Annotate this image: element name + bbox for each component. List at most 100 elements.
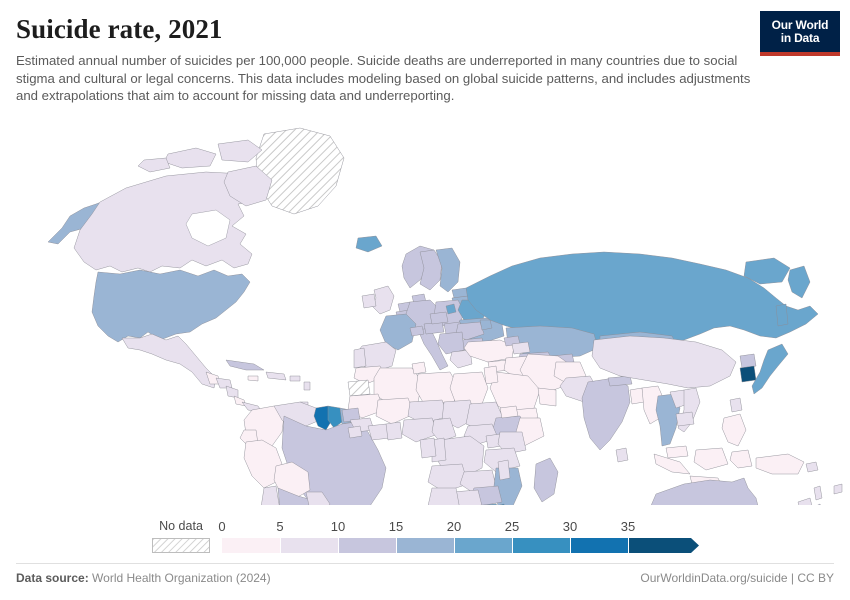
region-kamchatka[interactable] [787,265,811,299]
legend-tick-label: 35 [620,519,636,534]
region-switzerland[interactable] [409,325,425,337]
legend-segment[interactable] [338,538,396,553]
map-legend: No data 0 5 10 15 20 25 30 35 [0,508,850,556]
region-jamaica[interactable] [247,375,259,382]
legend-no-data-swatch[interactable] [152,538,210,553]
region-new-zealand-north[interactable] [808,503,824,505]
region-canada-arctic-2[interactable] [217,139,263,163]
region-united-states[interactable] [91,269,251,343]
legend-segment[interactable] [396,538,454,553]
legend-segment[interactable] [222,538,280,553]
no-data-hatch-icon [153,539,209,552]
legend-segment[interactable] [454,538,512,553]
region-egypt[interactable] [449,371,489,405]
region-china[interactable] [591,335,737,389]
region-eritrea[interactable] [499,405,519,419]
region-iceland[interactable] [355,235,383,253]
region-namibia[interactable] [427,487,460,505]
region-greenland[interactable] [255,127,345,215]
owid-logo-line2: in Data [780,30,820,45]
region-balkans[interactable] [437,331,465,355]
region-sakhalin[interactable] [775,303,789,327]
region-ireland[interactable] [361,293,377,309]
region-indonesia-borneo[interactable] [693,447,729,471]
region-nicaragua[interactable] [225,385,239,399]
region-oman[interactable] [537,387,557,407]
region-malawi[interactable] [497,459,511,481]
region-canada-baffin[interactable] [223,165,273,207]
region-indonesia-sumatra[interactable] [653,453,691,475]
region-canada-arctic-1[interactable] [163,147,217,169]
owid-logo[interactable]: Our World in Data [760,11,840,56]
region-ghana[interactable] [385,421,403,441]
region-canada-arctic-3[interactable] [137,157,171,173]
region-turkey[interactable] [463,339,515,363]
legend-segment[interactable] [570,538,628,553]
region-armenia-azerbaijan[interactable] [511,341,531,355]
region-solomon-islands[interactable] [805,461,819,473]
legend-arrow-icon [686,538,700,553]
attribution-link[interactable]: OurWorldinData.org/suicide | CC BY [640,571,834,585]
world-map[interactable] [0,110,850,505]
region-japan[interactable] [751,343,789,395]
region-gabon[interactable] [419,437,437,459]
region-mali[interactable] [375,397,415,425]
legend-segment[interactable] [512,538,570,553]
chart-header: Suicide rate, 2021 Estimated annual numb… [16,12,761,105]
region-new-caledonia[interactable] [797,497,812,505]
region-israel-jordan[interactable] [483,365,499,385]
chart-subtitle: Estimated annual number of suicides per … [16,53,751,104]
region-france[interactable] [379,313,417,351]
region-vanuatu[interactable] [813,485,823,501]
region-fiji[interactable] [833,483,843,495]
region-portugal[interactable] [353,347,367,369]
region-russia-kaliningrad[interactable] [445,303,457,315]
region-philippines[interactable] [721,413,747,447]
region-western-sahara[interactable] [347,379,371,397]
region-madagascar[interactable] [533,457,559,503]
region-united-kingdom[interactable] [371,285,395,315]
world-map-svg[interactable] [0,110,850,505]
page-title: Suicide rate, 2021 [16,14,223,44]
region-bangladesh[interactable] [629,387,645,405]
region-eswatini[interactable] [496,503,506,505]
region-honduras[interactable] [215,377,233,389]
legend-tick-label: 5 [276,519,284,534]
region-lesser-antilles[interactable] [303,381,311,391]
region-puerto-rico[interactable] [289,375,301,382]
region-nigeria[interactable] [401,417,439,443]
region-tunisia[interactable] [411,361,427,375]
region-north-korea[interactable] [739,353,757,369]
region-cambodia[interactable] [675,411,695,427]
region-bolivia[interactable] [273,461,311,499]
region-czechia[interactable] [429,311,449,325]
legend-tick-label: 10 [330,519,346,534]
region-cuba[interactable] [225,359,265,371]
region-finland[interactable] [435,247,461,293]
region-russia-far-east[interactable] [743,257,791,285]
region-chile[interactable] [260,485,286,505]
chart-footer: Data source: World Health Organization (… [0,563,850,593]
region-sierra-leone[interactable] [347,425,363,439]
region-mexico[interactable] [121,333,217,389]
region-hispaniola[interactable] [265,371,287,381]
region-india[interactable] [581,377,631,451]
data-source: Data source: World Health Organization (… [16,571,271,585]
region-sweden[interactable] [419,249,443,291]
region-indonesia-sulawesi[interactable] [729,449,753,469]
region-taiwan[interactable] [729,397,743,413]
owid-logo-line1: Our World [771,17,829,32]
region-paraguay[interactable] [305,491,331,505]
region-malaysia[interactable] [665,445,689,459]
region-papua-new-guinea[interactable] [755,453,805,475]
legend-segment[interactable] [280,538,338,553]
legend-color-bar[interactable]: 0 5 10 15 20 25 30 35 [218,519,702,553]
legend-segment[interactable] [628,538,686,553]
region-sri-lanka[interactable] [615,447,629,463]
region-suriname[interactable] [327,405,343,429]
region-moldova[interactable] [479,319,493,331]
region-australia[interactable] [650,477,760,505]
region-hudson-bay[interactable] [185,209,231,247]
region-south-africa[interactable] [440,503,504,505]
region-south-korea[interactable] [739,365,757,383]
